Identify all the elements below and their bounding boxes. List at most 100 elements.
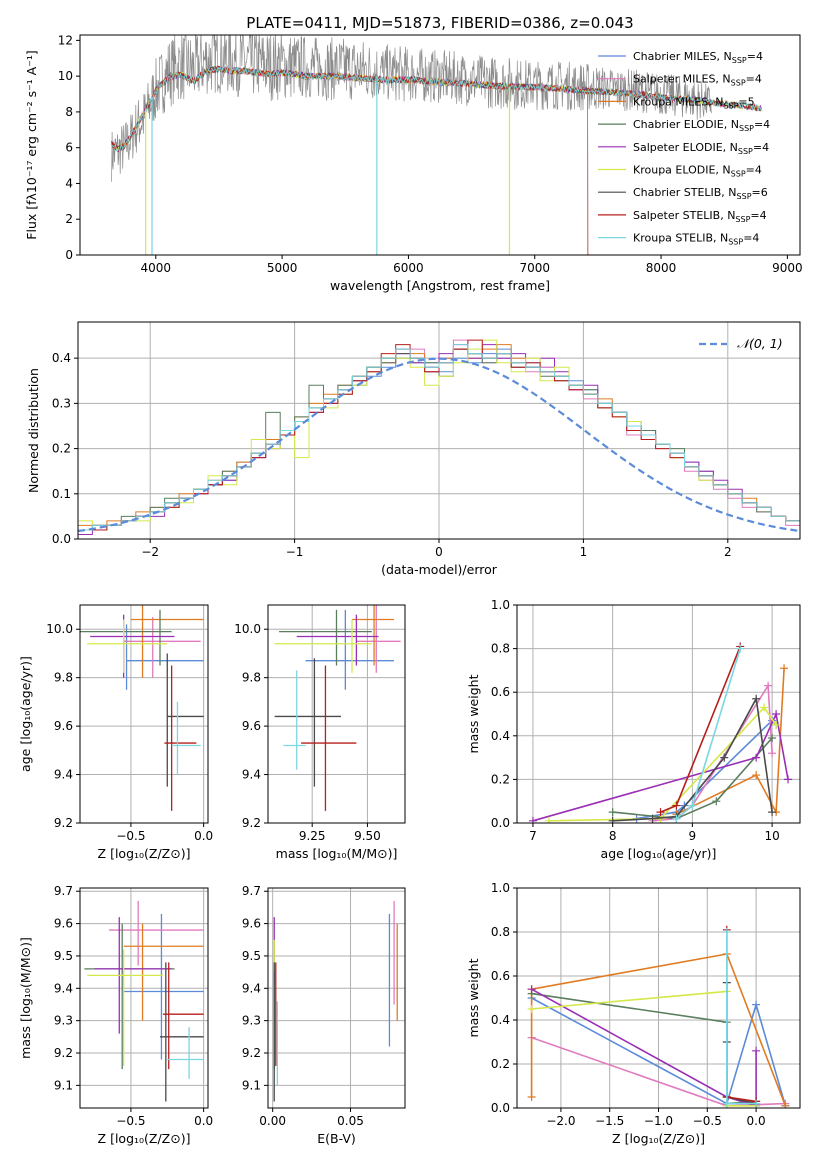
series-marker [528,816,537,823]
plot-area [274,605,401,811]
x-tick-label: 5000 [267,261,298,275]
axes-frame [267,604,406,824]
series-marker [772,720,781,729]
series-line [532,711,789,822]
plot-area [528,642,793,823]
plot-area [527,925,790,1108]
series-line [725,982,757,1105]
y-tick-label: 6 [65,141,73,155]
y-tick-label: 0 [65,248,73,262]
y-tick-label: 9.1 [242,1078,261,1092]
x-tick-label: 10 [764,829,779,843]
series-marker [784,775,793,784]
series-line [548,706,777,822]
x-tick-label: 9.25 [299,829,326,843]
series-marker [752,1099,761,1108]
y-tick-label: 0.1 [52,487,71,501]
axes-frame [79,34,801,256]
y-tick-label: 9.7 [54,884,73,898]
y-tick-label: 9.5 [54,949,73,963]
legend-entry: Kroupa STELIB, NSSP=4 [633,232,759,247]
y-tick-label: 9.2 [54,816,73,830]
x-tick-label: 9 [689,829,697,843]
panel-residuals: −2 −1 0 1 2 0.0 0.1 0.2 0.3 0.4 (data-model)/error… [26,321,801,577]
y-tick-label: 10.0 [234,622,261,636]
axes-frame [77,321,801,540]
y-tick-label: 0.0 [52,532,71,546]
legend-entry: Kroupa MILES, NSSP=5 [633,95,755,110]
series-marker [760,703,769,712]
x-axis-label: Z [log₁₀(Z/Z⊙)] [98,1131,191,1146]
y-tick-label: 9.5 [242,949,261,963]
legend-entry: Salpeter MILES, NSSP=4 [633,73,762,88]
series-marker [736,644,745,653]
series-line [675,648,741,820]
x-tick-label: 1 [580,545,588,559]
model-line [111,66,762,153]
series-line [612,737,773,820]
y-tick-label: 9.7 [242,884,261,898]
series-marker [752,771,761,780]
plot-area [78,339,800,535]
axes-frame [79,604,209,824]
y-axis-label: mass [log₁₀(M/M⊙)] [18,937,33,1059]
legend-entry: Kroupa ELODIE, NSSP=4 [633,164,762,179]
observed-spectrum [111,35,712,182]
y-tick-label: 12 [58,33,73,47]
y-tick-label: 0.4 [491,1013,510,1027]
y-tick-label: 0.6 [491,969,510,983]
x-tick-label: 4000 [141,261,172,275]
y-tick-label: 10.0 [46,622,73,636]
legend-entry: Salpeter STELIB, NSSP=4 [633,209,767,224]
series-marker [527,1005,536,1013]
series-marker [752,753,761,762]
y-tick-label: 9.4 [242,981,261,995]
plot-area [273,900,398,1102]
y-tick-label: 0.2 [491,1057,510,1071]
legend-entry: Chabrier MILES, NSSP=4 [633,50,763,65]
x-tick-label: −0.5 [693,1114,722,1128]
y-tick-label: 0.8 [491,642,510,656]
series-marker [527,1093,536,1101]
x-axis-label: E(B-V) [317,1131,356,1146]
x-tick-label: 0.0 [747,1114,766,1128]
x-axis-label: wavelength [Angstrom, rest frame] [330,278,550,293]
plot-area [80,605,204,811]
y-tick-label: 0.2 [491,772,510,786]
series-marker [768,749,777,758]
x-tick-label: −0.5 [116,829,145,843]
x-tick-label: 0.0 [194,829,213,843]
series-marker [722,1099,731,1108]
y-tick-label: 9.3 [54,1014,73,1028]
y-axis-label: mass weight [466,674,481,753]
y-tick-label: 9.2 [242,1046,261,1060]
panel-massweight_vs_age: 7 8 9 10 0.0 0.2 0.4 0.6 0.8 1.0 age [log₁₀(age/yr… [466,598,801,861]
y-tick-label: 9.6 [54,719,73,733]
y-tick-label: 0.0 [491,816,510,830]
axes-frame [516,887,801,1109]
series-marker [781,1101,790,1108]
series-marker [720,753,729,762]
series-marker [672,814,681,823]
y-tick-label: 0.6 [491,685,510,699]
y-tick-label: 9.2 [242,816,261,830]
series-marker [672,801,681,810]
panel-mass_vs_EBV: 0.00 0.05 9.1 9.2 9.3 9.4 9.5 9.6 9.7 E(B-V) [242,884,406,1146]
y-tick-label: 9.4 [54,981,73,995]
y-tick-label: 10 [58,69,73,83]
series-line [531,988,757,1107]
y-tick-label: 9.8 [242,671,261,685]
y-tick-label: 1.0 [491,881,510,895]
y-tick-label: 0.2 [52,442,71,456]
series-marker [780,664,789,673]
series-line [530,953,787,1107]
x-axis-label: Z [log₁₀(Z/Z⊙)] [612,1131,705,1146]
series-line [612,696,773,822]
y-tick-label: 9.6 [242,719,261,733]
legend-entry: Chabrier STELIB, NSSP=6 [633,186,768,201]
series-marker [768,808,777,817]
axes-frame [516,604,801,824]
legend-entry: Salpeter ELODIE, NSSP=4 [633,141,769,156]
series-marker [712,797,721,806]
series-marker [608,808,617,817]
